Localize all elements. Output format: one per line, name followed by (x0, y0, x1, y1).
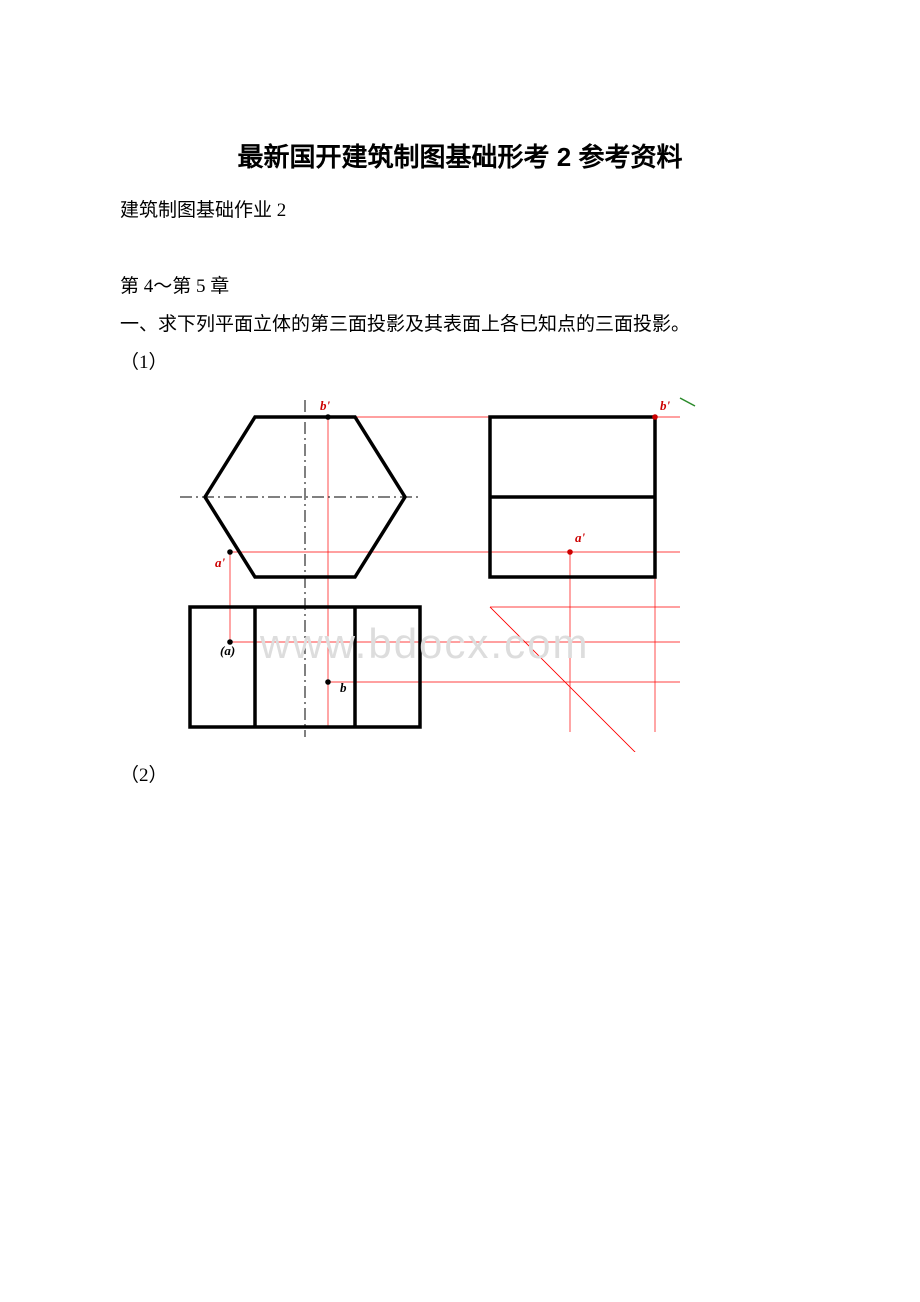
svg-text:a': a' (215, 555, 226, 570)
svg-text:b: b (340, 680, 347, 695)
svg-text:a': a' (575, 530, 586, 545)
question-1: 一、求下列平面立体的第三面投影及其表面上各已知点的三面投影。 (120, 306, 800, 344)
svg-text:b': b' (320, 398, 331, 413)
chapter-range: 第 4～第 5 章 (120, 268, 800, 306)
item-1: （1） (120, 344, 800, 382)
subtitle: 建筑制图基础作业 2 (120, 192, 800, 230)
projection-diagram: b' b' a' a' (a) b (120, 392, 800, 757)
svg-text:b': b' (660, 398, 671, 413)
item-2: （2） (120, 757, 800, 795)
page-title: 最新国开建筑制图基础形考 2 参考资料 (120, 137, 800, 174)
svg-text:(a): (a) (220, 643, 235, 658)
